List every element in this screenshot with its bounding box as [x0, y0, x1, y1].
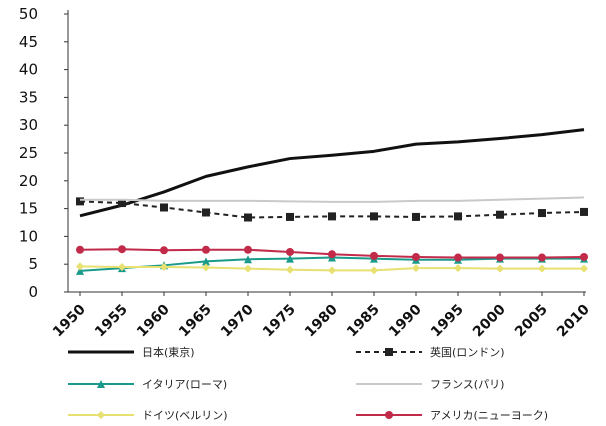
x-tick-label: 1995: [428, 302, 467, 341]
data-point: [118, 262, 126, 271]
data-point: [97, 411, 105, 419]
x-tick-label: 2000: [470, 301, 509, 340]
y-tick-label: 45: [19, 33, 38, 51]
x-tick-label: 1990: [386, 301, 425, 340]
data-point: [160, 203, 168, 212]
y-tick-label: 50: [19, 5, 38, 23]
y-tick-label: 10: [19, 227, 38, 245]
legend-label: 英国(ロンドン): [430, 345, 505, 359]
data-point: [454, 212, 462, 221]
legend-item: フランス(パリ): [356, 378, 504, 391]
data-point: [385, 411, 393, 419]
data-point: [328, 212, 336, 221]
data-point: [538, 209, 546, 218]
x-tick-label: 1975: [260, 302, 299, 341]
x-tick-label: 2005: [512, 302, 551, 341]
data-point: [160, 246, 168, 255]
data-point: [97, 380, 105, 388]
y-tick-label: 5: [28, 255, 38, 273]
y-tick-label: 30: [19, 116, 38, 134]
legend-item: ドイツ(ベルリン): [68, 409, 228, 422]
data-point: [76, 262, 84, 271]
series-0: [79, 128, 585, 218]
x-tick-label: 1970: [218, 301, 257, 340]
series-line: [79, 128, 585, 218]
data-point: [76, 245, 84, 254]
data-point: [160, 262, 168, 271]
data-point: [370, 212, 378, 221]
data-point: [496, 210, 504, 219]
series-1: [76, 197, 588, 222]
x-tick-label: 1985: [344, 302, 383, 341]
data-point: [496, 253, 504, 262]
series-layer: [76, 128, 588, 275]
y-axis: 0 5 10 15 20 25 30 35 40 45 50: [19, 5, 68, 301]
data-point: [538, 253, 546, 262]
data-point: [244, 245, 252, 254]
legend-label: フランス(パリ): [430, 378, 504, 391]
data-point: [328, 266, 336, 275]
data-point: [328, 250, 336, 259]
legend-item: 英国(ロンドン): [356, 345, 505, 359]
legend-item: 日本(東京): [68, 345, 195, 359]
data-point: [118, 245, 126, 254]
data-point: [385, 348, 393, 356]
data-point: [244, 213, 252, 222]
legend-label: イタリア(ローマ): [142, 378, 227, 391]
data-point: [76, 266, 84, 275]
y-tick-label: 0: [28, 283, 38, 301]
x-tick-label: 1950: [50, 301, 89, 340]
x-tick-label: 1955: [92, 302, 131, 341]
data-point: [412, 252, 420, 261]
data-point: [118, 199, 126, 208]
data-point: [286, 254, 294, 263]
y-tick-label: 40: [19, 61, 38, 79]
data-point: [244, 264, 252, 273]
data-point: [580, 264, 588, 273]
data-point: [412, 264, 420, 273]
data-point: [454, 253, 462, 262]
data-point: [202, 245, 210, 254]
data-point: [412, 212, 420, 221]
data-point: [286, 247, 294, 256]
series-3: [80, 196, 585, 203]
y-tick-label: 20: [19, 172, 38, 190]
legend-label: アメリカ(ニューヨーク): [430, 409, 548, 422]
data-point: [202, 263, 210, 272]
x-tick-label: 2010: [554, 301, 593, 340]
data-point: [76, 197, 84, 206]
data-point: [538, 264, 546, 273]
data-point: [454, 264, 462, 273]
legend: 日本(東京) 英国(ロンドン) イタリア(ローマ) フランス(パリ) ドイツ(ベルリン)…: [68, 345, 548, 422]
data-point: [286, 265, 294, 274]
x-tick-label: 1960: [134, 301, 173, 340]
data-point: [370, 266, 378, 275]
series-5: [76, 245, 588, 262]
data-point: [496, 264, 504, 273]
y-tick-label: 35: [19, 88, 38, 106]
legend-item: アメリカ(ニューヨーク): [356, 409, 548, 422]
legend-item: イタリア(ローマ): [68, 378, 227, 391]
data-point: [202, 208, 210, 217]
series-4: [76, 262, 588, 275]
legend-label: 日本(東京): [142, 345, 195, 359]
data-point: [202, 257, 210, 266]
data-point: [580, 252, 588, 261]
data-point: [580, 207, 588, 216]
y-tick-label: 15: [19, 200, 38, 218]
x-axis: 1950 1955 1960 1965 1970 1975 1980 1985 1990 1995…: [50, 292, 593, 340]
series-line: [80, 196, 585, 203]
x-tick-label: 1965: [176, 302, 215, 341]
data-point: [244, 255, 252, 264]
data-point: [370, 251, 378, 260]
data-point: [286, 212, 294, 221]
y-tick-label: 25: [19, 144, 38, 162]
legend-label: ドイツ(ベルリン): [142, 409, 228, 422]
x-tick-label: 1980: [302, 301, 341, 340]
